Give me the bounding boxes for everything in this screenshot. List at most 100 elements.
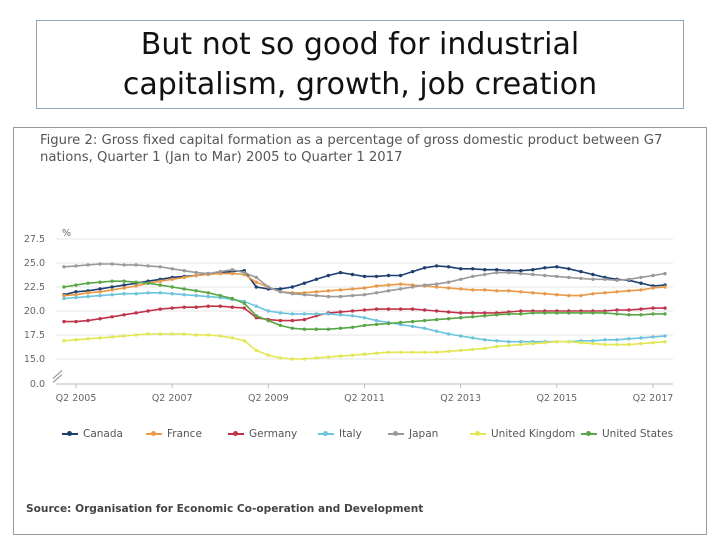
- data-point-united-kingdom: [182, 332, 186, 336]
- data-point-united-states: [459, 316, 463, 320]
- data-point-italy: [483, 338, 487, 342]
- x-tick-label: Q2 2007: [152, 393, 193, 404]
- data-point-france: [639, 288, 643, 292]
- data-point-canada: [434, 264, 439, 268]
- data-point-germany: [651, 306, 655, 310]
- data-point-germany: [62, 319, 66, 324]
- data-point-united-states: [471, 315, 475, 319]
- data-point-italy: [62, 296, 66, 301]
- data-point-canada: [459, 267, 463, 271]
- data-point-germany: [338, 310, 343, 314]
- data-point-united-kingdom: [170, 332, 174, 336]
- data-point-united-states: [170, 285, 174, 289]
- data-point-united-states: [302, 327, 307, 331]
- data-point-united-kingdom: [615, 342, 619, 347]
- data-point-united-states: [290, 326, 295, 330]
- slide-title-box: But not so good for industrial capitalis…: [36, 20, 684, 109]
- data-point-germany: [290, 318, 295, 323]
- data-point-united-states: [278, 323, 283, 328]
- data-point-united-states: [134, 280, 138, 284]
- data-point-canada: [362, 274, 367, 279]
- legend-swatch-italy: [318, 431, 334, 436]
- data-point-italy: [362, 316, 367, 320]
- data-point-italy: [326, 312, 331, 316]
- data-point-united-kingdom: [254, 348, 258, 353]
- data-point-italy: [290, 312, 295, 316]
- data-point-italy: [507, 340, 511, 344]
- data-point-japan: [591, 277, 595, 281]
- data-point-france: [110, 288, 114, 292]
- data-point-japan: [194, 270, 198, 275]
- data-point-japan: [651, 273, 655, 278]
- legend-label: Italy: [339, 428, 362, 440]
- data-point-united-states: [663, 312, 667, 316]
- data-point-united-kingdom: [446, 349, 451, 353]
- data-point-japan: [471, 274, 475, 279]
- data-point-united-states: [531, 311, 535, 315]
- legend-label: Canada: [83, 428, 123, 440]
- y-tick-label: 22.5: [24, 282, 45, 293]
- data-point-canada: [74, 290, 78, 294]
- data-point-united-kingdom: [146, 332, 150, 336]
- data-point-japan: [242, 270, 246, 275]
- series-line-canada: [63, 265, 666, 296]
- legend-label: Japan: [409, 428, 439, 440]
- data-point-germany: [410, 307, 415, 311]
- data-point-france: [434, 285, 439, 289]
- data-point-canada: [290, 285, 295, 289]
- data-point-france: [471, 288, 475, 292]
- legend-item-canada: Canada: [62, 426, 146, 442]
- data-point-japan: [495, 270, 499, 275]
- data-point-japan: [254, 275, 258, 280]
- data-point-italy: [519, 340, 523, 344]
- data-point-japan: [543, 273, 547, 278]
- data-point-france: [531, 291, 535, 295]
- data-point-japan: [410, 285, 415, 289]
- data-point-united-kingdom: [386, 350, 391, 354]
- data-point-italy: [194, 293, 198, 298]
- data-point-germany: [446, 310, 451, 314]
- data-point-japan: [158, 265, 162, 269]
- data-point-italy: [663, 334, 667, 338]
- data-point-canada: [483, 268, 487, 272]
- data-point-japan: [326, 294, 331, 299]
- data-point-france: [543, 292, 547, 296]
- data-point-united-states: [398, 320, 403, 325]
- data-point-united-kingdom: [410, 350, 415, 354]
- data-point-france: [446, 286, 451, 290]
- y-tick-label: 27.5: [24, 234, 45, 245]
- data-point-united-states: [651, 312, 655, 316]
- data-point-united-states: [507, 312, 511, 316]
- legend-label: United States: [602, 428, 674, 440]
- legend-swatch-france: [146, 431, 162, 436]
- data-point-italy: [206, 294, 210, 299]
- data-point-japan: [350, 293, 355, 298]
- data-point-italy: [134, 292, 138, 296]
- data-point-germany: [86, 318, 90, 323]
- data-point-canada: [278, 287, 283, 291]
- data-point-united-kingdom: [374, 351, 379, 355]
- data-point-united-states: [519, 312, 523, 316]
- data-point-germany: [519, 309, 523, 313]
- data-point-japan: [278, 290, 283, 294]
- data-point-united-kingdom: [567, 340, 571, 344]
- data-point-japan: [555, 274, 559, 279]
- data-point-canada: [338, 270, 343, 275]
- legend-swatch-united-states: [581, 431, 597, 436]
- legend-item-germany: Germany: [228, 426, 318, 442]
- data-point-united-states: [314, 327, 319, 331]
- data-point-united-states: [182, 287, 186, 291]
- data-point-united-kingdom: [507, 343, 511, 348]
- data-point-japan: [483, 272, 487, 277]
- data-point-united-kingdom: [422, 350, 427, 354]
- data-point-united-kingdom: [206, 333, 210, 337]
- data-point-germany: [350, 309, 355, 313]
- data-point-italy: [446, 332, 451, 336]
- data-point-france: [483, 288, 487, 292]
- data-point-germany: [182, 305, 186, 309]
- data-point-united-kingdom: [603, 342, 607, 347]
- data-point-japan: [386, 289, 391, 293]
- data-point-united-kingdom: [471, 347, 475, 352]
- data-point-united-kingdom: [350, 353, 355, 357]
- data-point-canada: [555, 265, 559, 269]
